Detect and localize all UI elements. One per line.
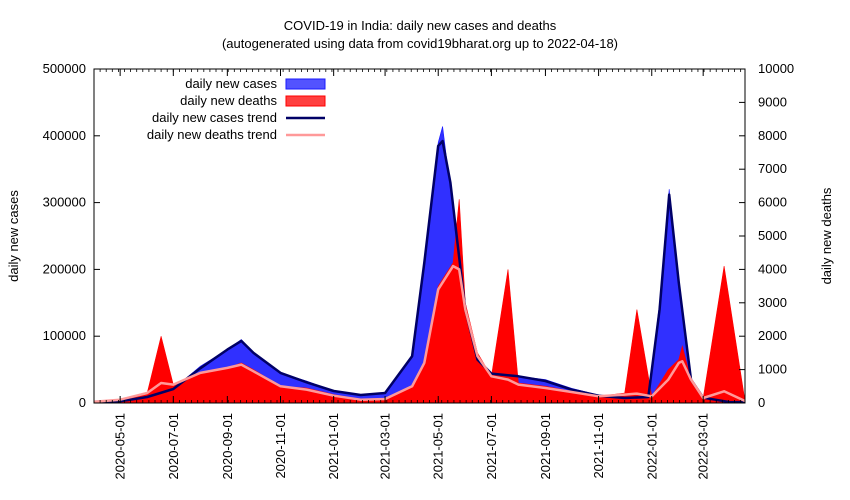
- legend-label: daily new deaths trend: [147, 127, 277, 142]
- y-tick-label-right: 5000: [758, 228, 787, 243]
- x-tick-label: 2022-03-01: [696, 413, 711, 480]
- y-tick-label-right: 0: [758, 395, 765, 410]
- x-tick-label: 2021-09-01: [538, 413, 553, 480]
- legend-label: daily new deaths: [180, 93, 277, 108]
- x-tick-label: 2021-05-01: [431, 413, 446, 480]
- chart-subtitle: (autogenerated using data from covid19bh…: [222, 36, 618, 51]
- y-tick-label-right: 1000: [758, 362, 787, 377]
- x-tick-label: 2021-01-01: [326, 413, 341, 480]
- x-tick-label: 2020-07-01: [166, 413, 181, 480]
- plot-area: [93, 126, 746, 404]
- y-tick-label-right: 2000: [758, 328, 787, 343]
- x-tick-label: 2021-11-01: [591, 413, 606, 479]
- y-tick-label-right: 7000: [758, 161, 787, 176]
- x-tick-label: 2020-05-01: [113, 413, 128, 480]
- legend-swatch: [285, 95, 326, 107]
- series-daily-new-deaths-trend: [93, 264, 746, 403]
- x-tick-label: 2020-11-01: [273, 413, 288, 479]
- y-tick-label-right: 3000: [758, 295, 787, 310]
- legend-label: daily new cases: [185, 76, 277, 91]
- y-tick-label-left: 400000: [43, 128, 86, 143]
- y-tick-label-left: 0: [79, 395, 86, 410]
- legend: daily new cases daily new deaths daily new…: [147, 76, 326, 142]
- y-axis-label-right: daily new deaths: [819, 187, 834, 284]
- y-tick-label-right: 6000: [758, 195, 787, 210]
- y-tick-label-right: 10000: [758, 61, 794, 76]
- x-tick-label: 2021-07-01: [484, 413, 499, 480]
- y-tick-label-left: 300000: [43, 195, 86, 210]
- y-tick-label-right: 4000: [758, 261, 787, 276]
- y-tick-label-left: 500000: [43, 61, 86, 76]
- legend-swatch: [285, 78, 326, 90]
- y-axis-label-left: daily new cases: [6, 190, 21, 282]
- x-tick-label: 2020-09-01: [220, 413, 235, 480]
- x-tick-label: 2021-03-01: [378, 413, 393, 480]
- series-daily-new-cases: [93, 126, 746, 404]
- legend-label: daily new cases trend: [152, 110, 277, 125]
- series-daily-new-cases-trend: [93, 139, 746, 404]
- y-tick-label-left: 200000: [43, 261, 86, 276]
- y-tick-label-left: 100000: [43, 328, 86, 343]
- y-tick-label-right: 8000: [758, 128, 787, 143]
- chart-title: COVID-19 in India: daily new cases and d…: [284, 18, 557, 33]
- y-tick-label-right: 9000: [758, 94, 787, 109]
- x-tick-label: 2022-01-01: [644, 413, 659, 480]
- axes: 0 100000 200000 300000 400000 500000 0 1000 2000…: [43, 61, 795, 480]
